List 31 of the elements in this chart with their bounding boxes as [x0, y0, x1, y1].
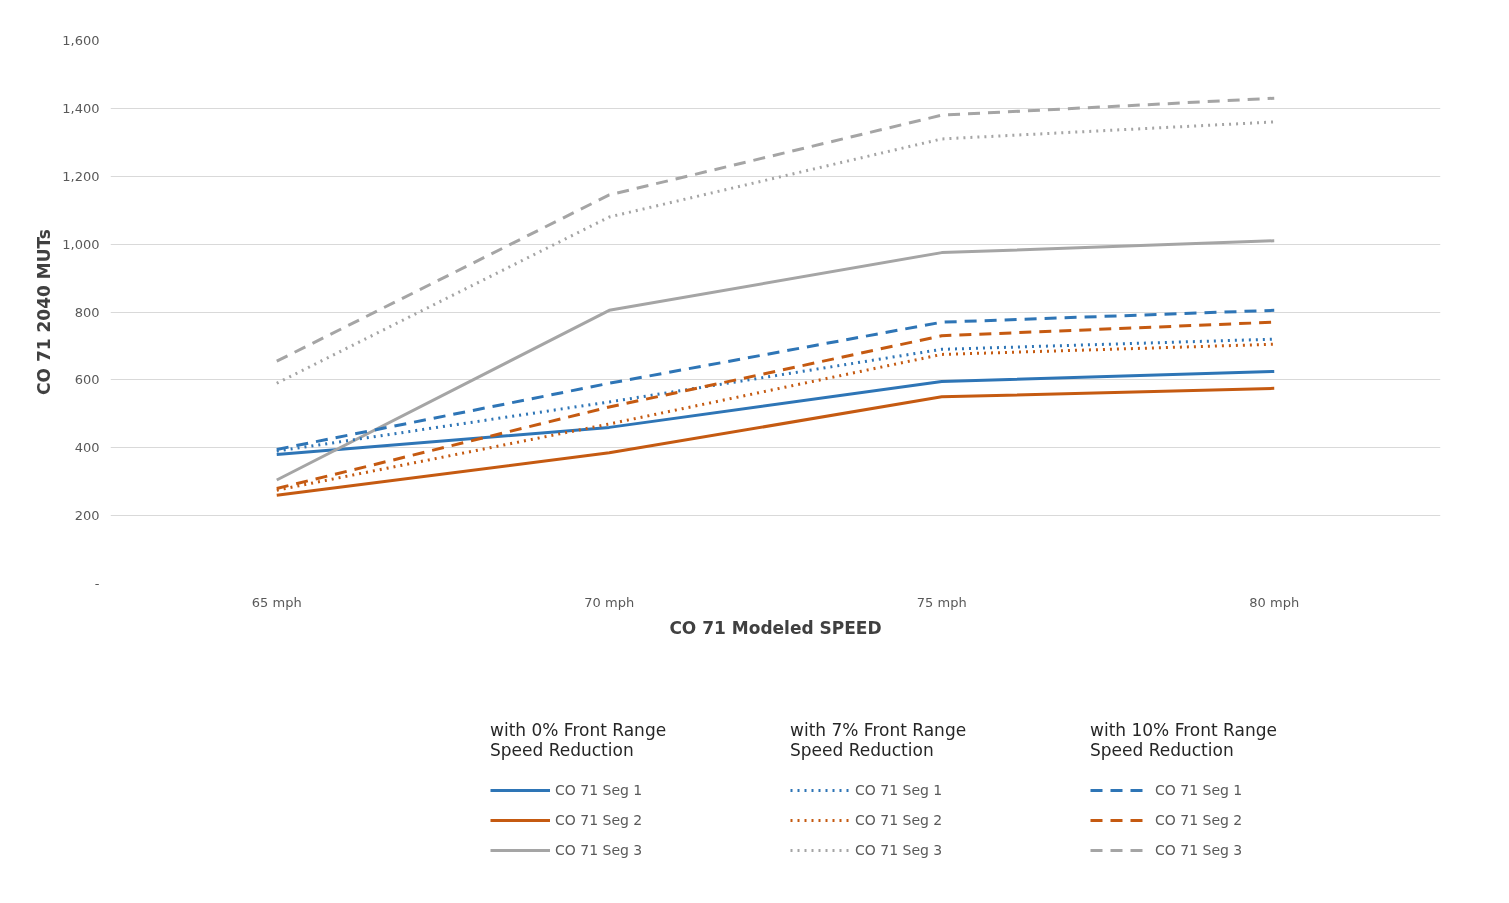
y-tick-label: 600	[74, 372, 100, 388]
y-tick-label: 1,000	[62, 236, 100, 252]
legend-label: CO 71 Seg 2	[855, 812, 943, 828]
text: with 10% Front Range Speed Reduction	[1090, 720, 1277, 760]
legend-label: CO 71 Seg 3	[555, 842, 643, 858]
line-series	[275, 96, 1276, 363]
x-axis-title: CO 71 Modeled SPEED	[669, 617, 882, 638]
legend-label: CO 71 Seg 1	[555, 782, 643, 798]
x-tick-label: 70 mph	[584, 594, 635, 610]
y-tick-label: 400	[74, 440, 100, 456]
legend-label: CO 71 Seg 1	[1155, 782, 1243, 798]
legend-label: CO 71 Seg 2	[1155, 812, 1243, 828]
legend-label: CO 71 Seg 1	[855, 782, 943, 798]
y-tick-label: 800	[74, 304, 100, 320]
x-tick-label: 65 mph	[251, 594, 302, 610]
text: with 7% Front Range Speed Reduction	[790, 720, 967, 760]
y-tick-label: 1,200	[62, 168, 100, 184]
legend-label: CO 71 Seg 2	[555, 812, 643, 828]
line-series	[275, 120, 1276, 385]
y-tick-label: -	[94, 576, 100, 591]
y-tick-label: 1,400	[62, 100, 100, 116]
y-axis-title: CO 71 2040 MUTs	[34, 229, 55, 395]
y-tick-label: 1,600	[62, 33, 100, 48]
legend-label: CO 71 Seg 3	[1155, 842, 1243, 858]
line-series	[275, 239, 1276, 482]
x-tick-label: 80 mph	[1249, 594, 1300, 610]
legend-label: CO 71 Seg 3	[855, 842, 943, 858]
y-tick-label: 200	[74, 508, 100, 524]
x-tick-label: 75 mph	[916, 594, 967, 610]
text: with 0% Front Range Speed Reduction	[490, 720, 667, 760]
line-series	[275, 386, 1276, 497]
